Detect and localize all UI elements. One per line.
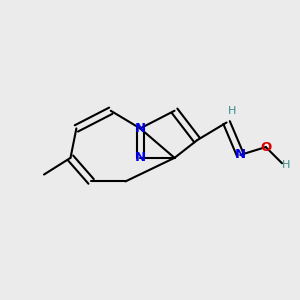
Text: N: N bbox=[135, 152, 146, 164]
Text: H: H bbox=[228, 106, 237, 116]
Text: N: N bbox=[135, 122, 146, 135]
Text: O: O bbox=[260, 141, 272, 154]
Text: N: N bbox=[235, 148, 246, 161]
Text: H: H bbox=[282, 160, 291, 170]
